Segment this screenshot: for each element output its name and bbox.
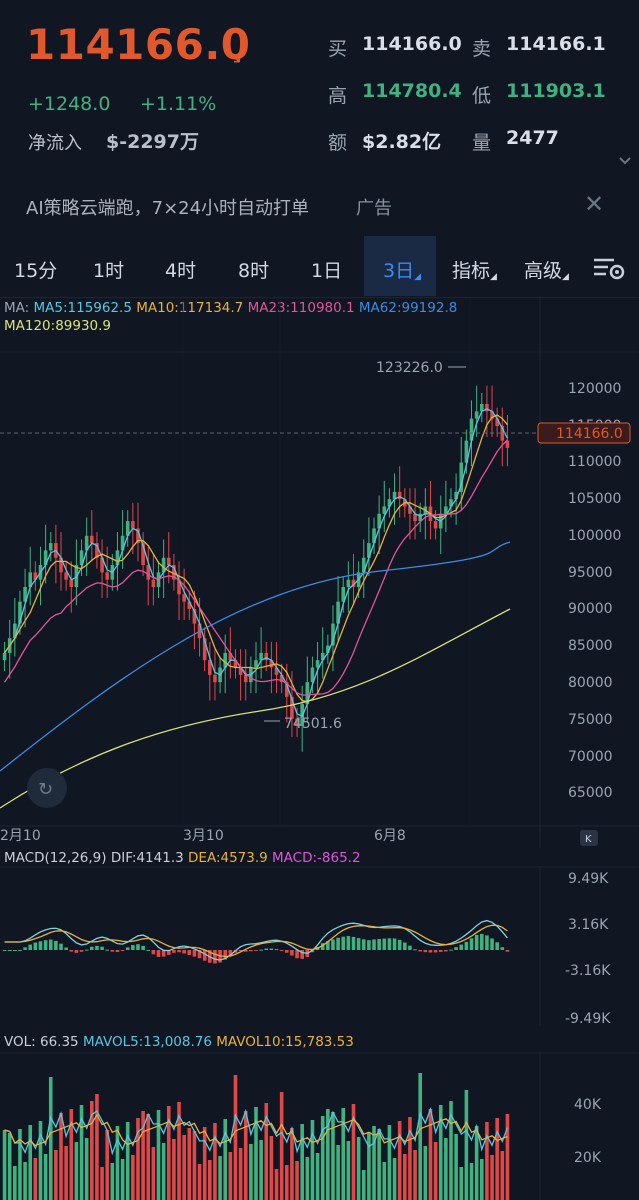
x-tick: 3月10 [183,828,224,844]
current-price-tag [537,422,631,444]
y-tick: 85000 [568,638,613,654]
volume-bars [2,1073,510,1200]
ma120-value: MA120:89930.9 [4,318,112,334]
ma-prefix: MA: [4,300,30,316]
y-tick: -9.49K [565,1011,611,1026]
y-tick: 90000 [568,601,613,617]
y-tick: 75000 [568,712,613,728]
last-price: 114166.0 [26,20,251,69]
mavol10-value: MAVOL10:15,783.53 [216,1034,354,1050]
y-tick: 9.49K [568,871,609,887]
ticker-header: 114166.0 ↘ +1248.0 +1.11% 净流入 $-2297万 买 … [0,0,639,172]
volume-legend: VOL: 66.35 MAVOL5:13,008.76 MAVOL10:15,7… [4,1034,354,1050]
net-inflow-label: 净流入 [28,133,82,154]
x-tick: 6月8 [374,828,406,844]
tab-3d[interactable]: 3日◢ [383,260,422,282]
tab-advanced[interactable]: 高级◢ [524,260,569,282]
tab-4h[interactable]: 4时 [165,260,197,282]
y-tick: -3.16K [565,963,611,979]
vol-value: VOL: 66.35 [4,1034,79,1050]
y-tick: 110000 [568,454,621,470]
mavol5-value: MAVOL5:13,008.76 [82,1034,212,1050]
y-tick: 80000 [568,675,613,691]
tab-indicators[interactable]: 指标◢ [452,260,497,282]
chart-grid [0,296,639,848]
macd-value: MACD:-865.2 [272,850,361,866]
macd-chart[interactable]: 9.49K 3.16K -3.16K -9.49K [0,866,639,1026]
y-tick: 65000 [568,785,613,801]
dropdown-triangle-icon: ◢ [490,272,497,282]
dropdown-triangle-icon: ◢ [414,272,422,282]
chevron-down-icon[interactable] [616,150,634,172]
amount-value: $2.82亿 [362,131,442,153]
k-badge[interactable] [580,830,598,846]
active-tab-highlight [364,236,436,296]
ma10-value: MA10:117134.7 [136,300,244,316]
down-arrow-icon: ↘ [226,44,243,68]
dropdown-triangle-icon: ◢ [562,272,569,282]
axis-labels: 120000 115000 110000 105000 100000 95000… [0,381,621,844]
y-tick: 40K [574,1097,602,1113]
buy-value: 114166.0 [362,33,462,55]
volume-chart[interactable]: 40K 20K [0,1052,639,1200]
tab-1h[interactable]: 1时 [93,260,125,282]
low-value: 111903.1 [506,80,606,102]
price-change-pct: +1.11% [140,93,217,115]
close-icon[interactable]: ✕ [584,190,605,218]
price-chart[interactable]: 120000 115000 110000 105000 100000 95000… [0,296,639,848]
interval-tabs: 15分 1时 4时 8时 1日 3日◢ 指标◢ 高级◢ [0,236,639,298]
macd-lines [4,919,508,961]
tab-1d[interactable]: 1日 [311,260,343,282]
macd-title: MACD(12,26,9) [4,850,107,866]
scroll-to-latest-button[interactable] [27,768,67,808]
moving-average-lines [0,408,511,809]
ma-legend: MA: MA5:115962.5 MA10:117134.7 MA23:1109… [4,300,457,316]
macd-dif: DIF:4141.3 [110,850,184,866]
ad-tag: 广告 [356,198,392,219]
ma23-value: MA23:110980.1 [247,300,355,316]
y-tick: 95000 [568,565,613,581]
macd-dea: DEA:4573.9 [188,850,268,866]
refresh-icon: ↻ [38,779,53,800]
ad-banner[interactable]: AI策略云端跑，7×24小时自动打单 广告 ✕ [0,172,639,236]
buy-label: 买 [328,38,348,60]
ad-text[interactable]: AI策略云端跑，7×24小时自动打单 [26,198,310,219]
high-marker: 123226.0 [376,360,443,376]
net-inflow-value: $-2297万 [106,131,199,153]
ma5-value: MA5:115962.5 [33,300,132,316]
volume-label: 量 [472,132,492,154]
chart-settings-icon[interactable] [592,255,626,281]
y-tick: 3.16K [568,917,609,933]
volume-value: 2477 [506,127,559,149]
tab-15m[interactable]: 15分 [14,260,58,282]
low-marker: 74501.6 [284,716,342,732]
y-tick: 20K [574,1150,602,1166]
y-tick: 105000 [568,491,621,507]
current-price-tag-text: 114166.0 [556,426,623,442]
high-label: 高 [328,85,348,107]
amount-label: 额 [328,132,348,154]
high-value: 114780.4 [362,80,462,102]
tab-8h[interactable]: 8时 [238,260,270,282]
volume-ma-lines [4,1107,509,1156]
macd-legend: MACD(12,26,9) DIF:4141.3 DEA:4573.9 MACD… [4,850,361,866]
low-label: 低 [472,85,492,107]
sell-value: 114166.1 [506,33,606,55]
sell-label: 卖 [472,38,492,60]
y-tick: 100000 [568,528,621,544]
ma62-value: MA62:99192.8 [358,300,458,316]
x-tick: 2月10 [0,828,41,844]
y-tick: 120000 [568,381,621,397]
y-tick: 70000 [568,749,613,765]
price-change: +1248.0 [28,93,111,115]
k-badge-icon: K [585,834,592,845]
